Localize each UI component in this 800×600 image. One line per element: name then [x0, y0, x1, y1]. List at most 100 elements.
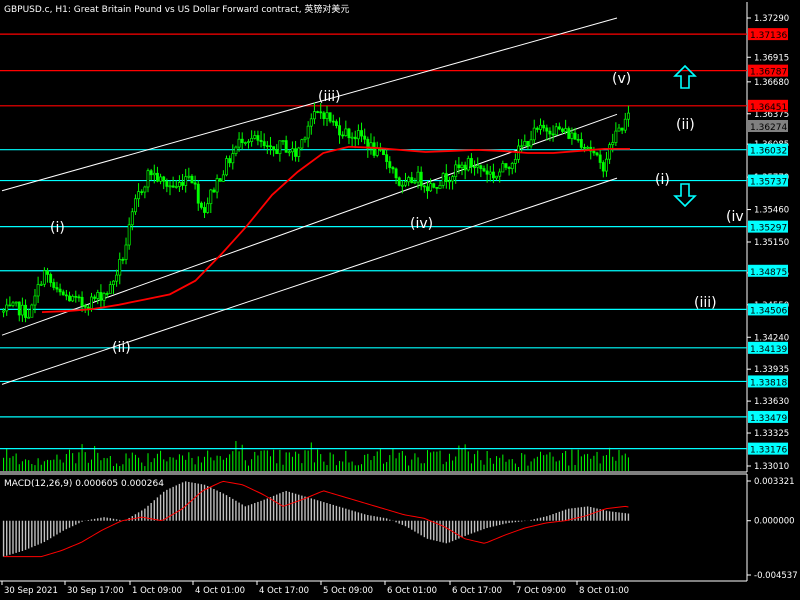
price-tick-label-1: 1.36915 — [754, 53, 789, 63]
candle-body — [143, 186, 147, 193]
candle-body — [526, 141, 530, 147]
candle-body — [187, 175, 191, 178]
candle-body — [159, 176, 163, 182]
candlestick-series — [2, 102, 630, 323]
wave-label-6: (i) — [655, 172, 670, 188]
candle-body — [181, 182, 184, 186]
candle-body — [520, 145, 524, 148]
candle-body — [218, 178, 222, 182]
wave-label-0: (i) — [50, 220, 65, 236]
price-tick-label-2: 1.36680 — [754, 78, 789, 88]
candle-body — [149, 170, 153, 176]
macd-tick-label-2: -0.004537 — [754, 571, 798, 581]
candle-body — [626, 112, 630, 120]
candle-body — [112, 280, 115, 285]
candle-body — [99, 292, 103, 301]
candle-body — [162, 176, 166, 182]
price-tick-label-7: 1.35150 — [754, 238, 789, 248]
down-arrow[interactable] — [673, 183, 697, 208]
candle-body — [287, 151, 291, 154]
candle-body — [262, 141, 266, 147]
candle-body — [240, 138, 244, 143]
horizontal-levels[interactable] — [0, 33, 747, 450]
candle-body — [429, 183, 433, 192]
wave-labels: (i) (ii) (iii) (iv) (v) (ii) (i) (iv (iii) — [50, 71, 744, 356]
candle-body — [331, 120, 335, 123]
candle-body — [561, 128, 564, 132]
candle-body — [199, 202, 203, 208]
candle-body — [42, 270, 46, 285]
candle-body — [573, 132, 577, 140]
candle-body — [36, 284, 40, 297]
candle-body — [228, 158, 232, 164]
candle-body — [366, 138, 370, 149]
candle-body — [196, 183, 200, 204]
candle-body — [68, 295, 71, 302]
level-tag-label-5: 1.35297 — [750, 224, 787, 234]
candle-body — [579, 139, 583, 148]
candle-body — [225, 158, 228, 176]
candle-body — [407, 177, 411, 183]
candle-body — [576, 138, 580, 141]
candle-body — [121, 259, 125, 261]
up-arrow[interactable] — [673, 64, 697, 89]
candle-body — [221, 174, 225, 182]
candle-body — [469, 158, 473, 168]
candle-body — [231, 153, 235, 164]
time-tick-label-0: 30 Sep 2021 — [4, 586, 58, 596]
wave-label-2: (iii) — [318, 89, 341, 105]
candle-body — [115, 274, 119, 282]
candle-body — [404, 181, 407, 186]
candle-body — [102, 293, 106, 301]
candle-body — [419, 171, 423, 187]
price-tick-label-11: 1.33935 — [754, 365, 789, 375]
candle-body — [400, 184, 404, 187]
candle-body — [303, 137, 307, 141]
current-price-tag: 1.36274 — [748, 120, 788, 133]
symbol-header: GBPUSD.c, H1: Great Britain Pound vs US … — [4, 3, 349, 15]
level-tag-box-6 — [748, 264, 788, 277]
candle-body — [529, 139, 533, 147]
candle-body — [586, 146, 590, 149]
candle-body — [485, 170, 489, 175]
candle-body — [523, 141, 527, 147]
level-tag-label-6: 1.34875 — [750, 268, 787, 278]
candle-body — [105, 293, 109, 295]
candle-body — [140, 191, 144, 193]
candle-body — [372, 142, 376, 156]
candle-body — [507, 167, 511, 169]
price-tick-label-14: 1.33010 — [754, 462, 789, 472]
level-tag-label-2: 1.36451 — [750, 103, 787, 113]
candle-body — [74, 295, 78, 298]
candle-body — [548, 130, 552, 135]
candle-body — [410, 177, 414, 183]
candle-body — [297, 147, 301, 157]
candle-body — [325, 112, 329, 119]
candle-body — [413, 181, 417, 184]
candle-body — [190, 175, 194, 184]
candle-body — [168, 185, 172, 188]
candle-body — [350, 136, 354, 139]
candle-body — [234, 146, 238, 154]
price-tick-label-10: 1.34240 — [754, 333, 789, 343]
candle-body — [338, 125, 341, 136]
candle-body — [212, 189, 216, 193]
candle-body — [46, 270, 49, 275]
channel-line-2[interactable] — [1, 177, 618, 385]
candle-body — [203, 207, 206, 213]
time-tick-label-7: 6 Oct 17:00 — [452, 586, 502, 596]
channel-line-0[interactable] — [1, 17, 618, 192]
level-tag-label-0: 1.37136 — [750, 31, 787, 41]
candle-body — [422, 185, 426, 188]
level-tag-label-3: 1.36032 — [750, 147, 787, 157]
candle-body — [328, 112, 332, 122]
candle-body — [426, 186, 429, 192]
candle-body — [71, 295, 75, 302]
wave-label-3: (iv) — [410, 216, 433, 232]
candle-body — [460, 164, 464, 169]
candle-body — [444, 173, 448, 182]
level-tag-box-3 — [748, 143, 788, 156]
candle-body — [598, 154, 602, 163]
time-tick-label-3: 4 Oct 01:00 — [195, 586, 245, 596]
